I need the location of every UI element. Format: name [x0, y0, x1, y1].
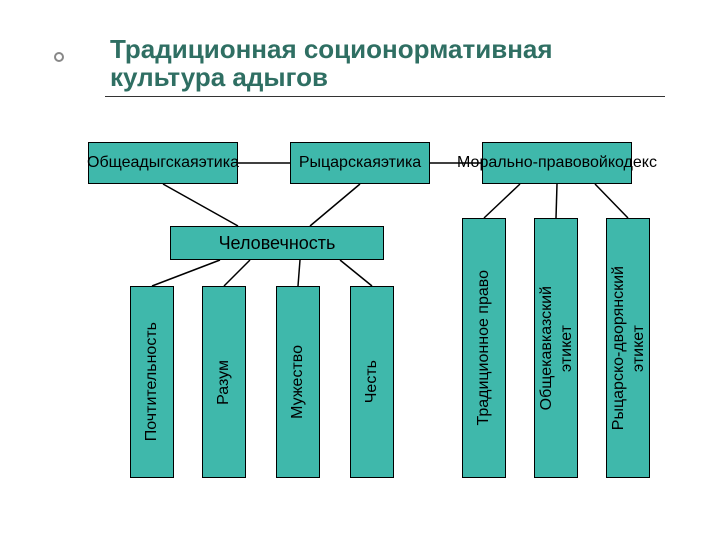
box-ethics-knight: Рыцарскаяэтика: [290, 142, 430, 184]
vbox-courage: Мужество: [276, 286, 320, 478]
box-ethics-adyg: Общеадыгскаяэтика: [88, 142, 238, 184]
vbox-honor: Честь: [350, 286, 394, 478]
vbox-etiquette: Общекавказскийэтикет: [534, 218, 578, 478]
title-line1: Традиционная соционормативная: [110, 34, 553, 65]
title-underline: [105, 96, 665, 97]
vbox-reason: Разум: [202, 286, 246, 478]
label-courage: Мужество: [289, 345, 307, 419]
box-humanity: Человечность: [170, 226, 384, 260]
title-line2: культура адыгов: [110, 62, 328, 93]
title-bullet: [54, 52, 64, 62]
vbox-respect: Почтительность: [130, 286, 174, 478]
label-honor: Честь: [363, 360, 381, 403]
box-codex: Морально-правовойкодекс: [482, 142, 632, 184]
label-respect: Почтительность: [143, 322, 161, 441]
vbox-trad-law: Традиционное право: [462, 218, 506, 478]
humanity-label: Человечность: [219, 233, 336, 254]
label-trad-law: Традиционное право: [475, 270, 493, 426]
label-reason: Разум: [215, 360, 233, 405]
vbox-kn-etiq: Рыцарско-дворянскийэтикет: [606, 218, 650, 478]
